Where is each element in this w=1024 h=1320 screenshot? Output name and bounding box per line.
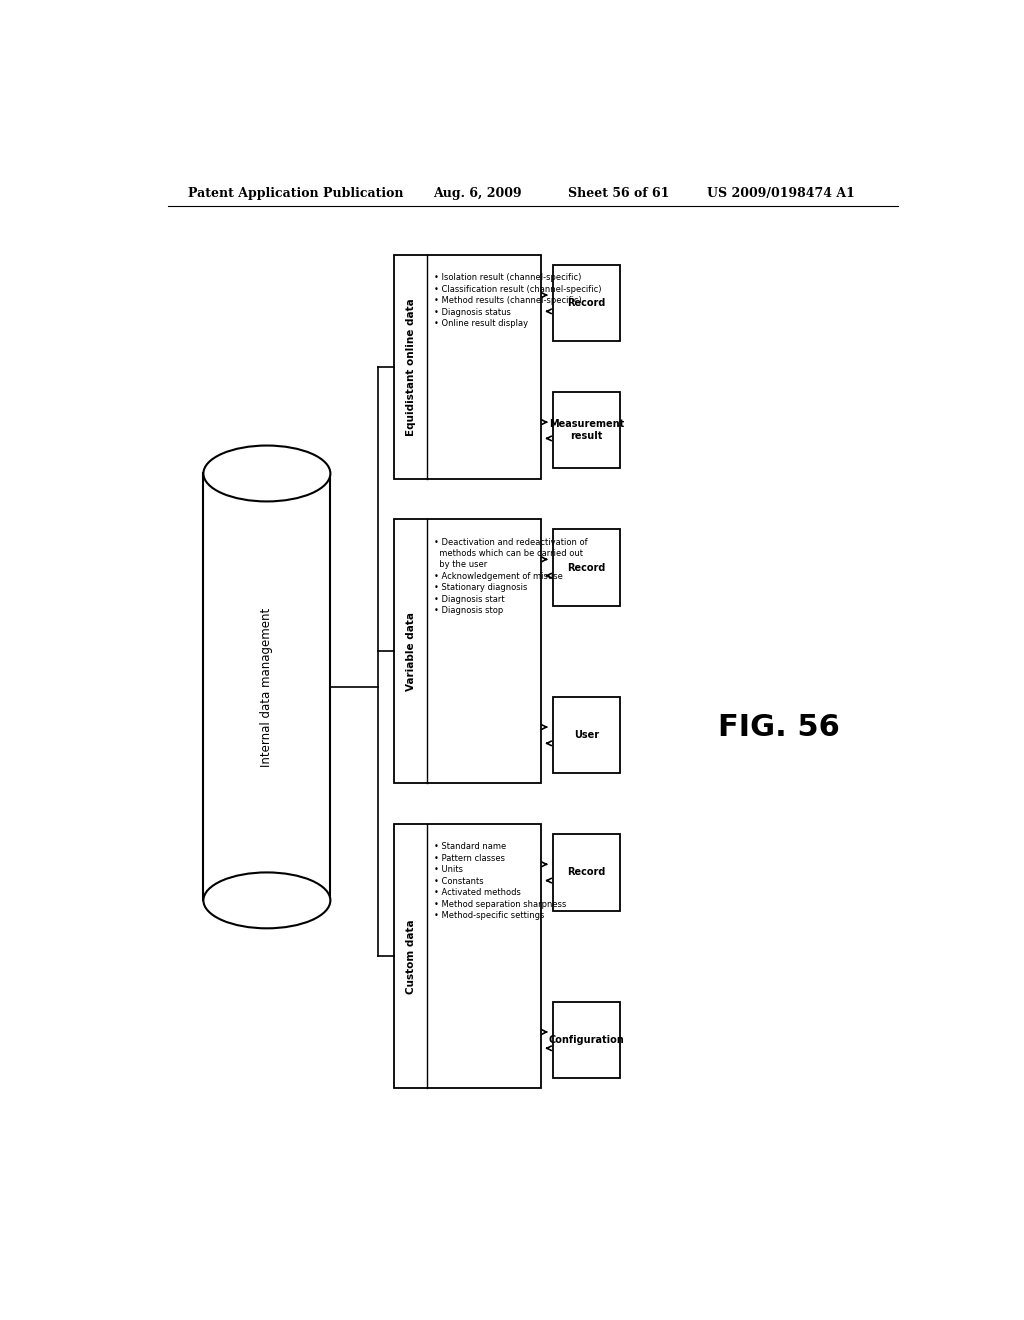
Text: Variable data: Variable data	[406, 612, 416, 690]
Bar	[394, 519, 541, 784]
Bar	[553, 1002, 621, 1078]
Text: Measurement
result: Measurement result	[549, 420, 624, 441]
Bar	[394, 824, 541, 1089]
Text: Configuration: Configuration	[549, 1035, 625, 1045]
Bar	[204, 474, 331, 900]
Text: Equidistant online data: Equidistant online data	[406, 298, 416, 436]
Text: Custom data: Custom data	[406, 919, 416, 994]
Text: • Deactivation and redeactivation of
  methods which can be carried out
  by the: • Deactivation and redeactivation of met…	[433, 537, 587, 615]
Text: • Isolation result (channel-specific)
• Classification result (channel-specific): • Isolation result (channel-specific) • …	[433, 273, 601, 329]
Text: • Standard name
• Pattern classes
• Units
• Constants
• Activated methods
• Meth: • Standard name • Pattern classes • Unit…	[433, 842, 566, 920]
Text: Patent Application Publication: Patent Application Publication	[187, 187, 403, 201]
Text: Record: Record	[567, 562, 605, 573]
Bar	[553, 392, 621, 469]
Bar	[553, 265, 621, 342]
Ellipse shape	[204, 873, 331, 928]
Ellipse shape	[204, 446, 331, 502]
Bar	[553, 697, 621, 774]
Text: US 2009/0198474 A1: US 2009/0198474 A1	[708, 187, 855, 201]
Text: Record: Record	[567, 867, 605, 878]
Text: Record: Record	[567, 298, 605, 309]
Text: User: User	[573, 730, 599, 741]
Bar	[553, 834, 621, 911]
Text: Internal data management: Internal data management	[260, 607, 273, 767]
Text: Sheet 56 of 61: Sheet 56 of 61	[568, 187, 670, 201]
Bar	[394, 255, 541, 479]
Text: FIG. 56: FIG. 56	[718, 713, 840, 742]
Text: Aug. 6, 2009: Aug. 6, 2009	[433, 187, 522, 201]
Bar	[553, 529, 621, 606]
